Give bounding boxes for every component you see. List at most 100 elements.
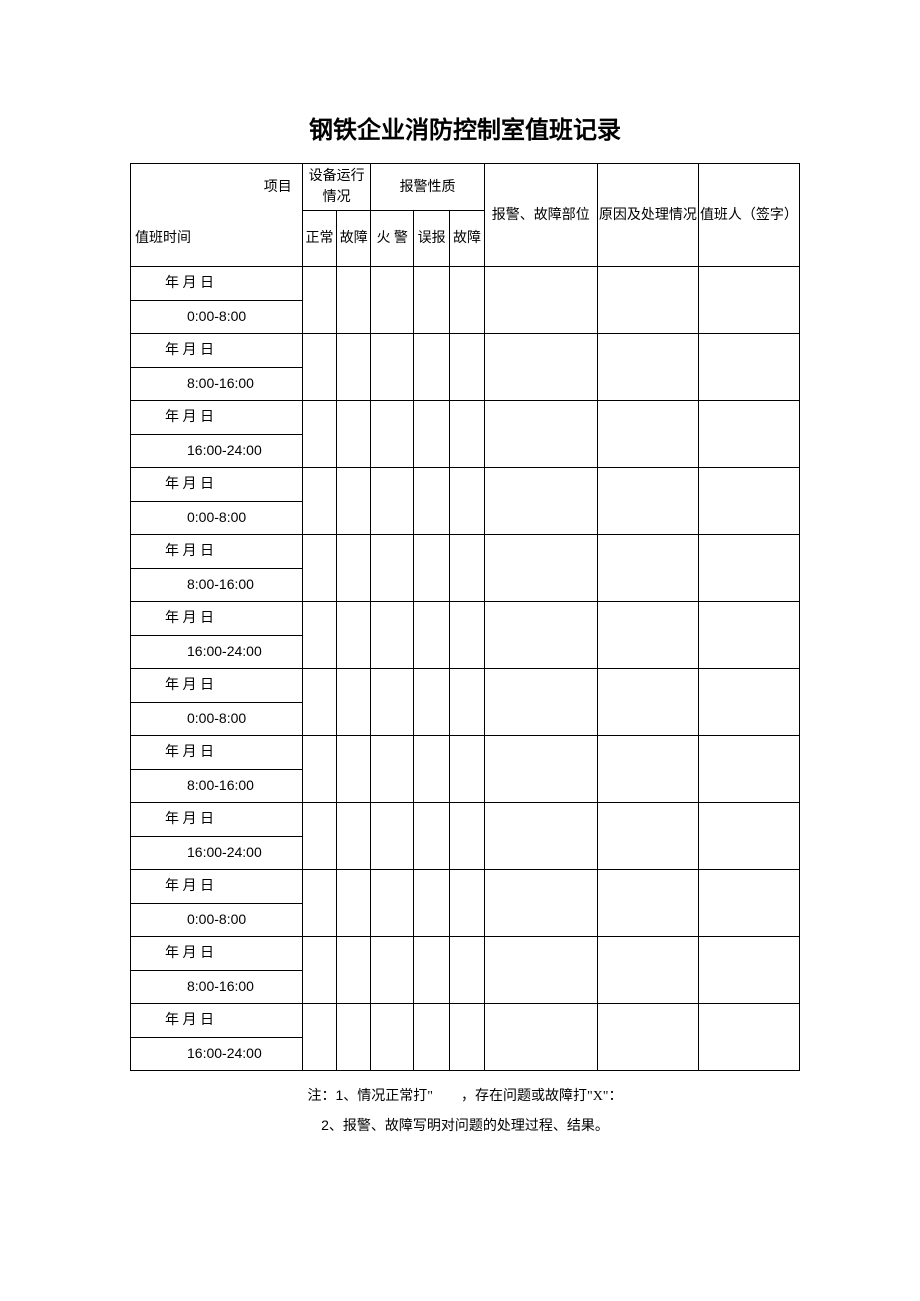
table-cell — [371, 602, 413, 669]
shift-time: 16:00-24:00 — [131, 434, 302, 467]
table-cell — [413, 334, 449, 401]
table-cell — [337, 468, 371, 535]
table-cell — [302, 535, 336, 602]
header-project: 项目 — [131, 164, 303, 211]
note-line2: 2、报警、故障写明对问题的处理过程、结果。 — [321, 1119, 609, 1134]
shift-date: 年 月 日 — [131, 267, 302, 300]
table-cell — [413, 736, 449, 803]
shift-time: 16:00-24:00 — [131, 1037, 302, 1070]
duty-log-table: 项目 设备运行情况 报警性质 报警、故障部位 原因及处理情况 值班人（签字） 值… — [130, 163, 800, 1071]
shift-time: 16:00-24:00 — [131, 836, 302, 869]
table-cell — [337, 736, 371, 803]
table-cell — [302, 736, 336, 803]
note-line1: 注：1、情况正常打" ，存在问题或故障打"X"： — [307, 1089, 622, 1104]
table-cell — [450, 1004, 484, 1071]
shift-date: 年 月 日 — [131, 334, 302, 367]
table-cell — [371, 803, 413, 870]
shift-cell: 年 月 日16:00-24:00 — [131, 401, 303, 468]
header-fault-location: 报警、故障部位 — [484, 164, 597, 267]
table-cell — [302, 602, 336, 669]
table-cell — [413, 870, 449, 937]
shift-time: 8:00-16:00 — [131, 970, 302, 1003]
shift-cell: 年 月 日0:00-8:00 — [131, 669, 303, 736]
table-cell — [371, 1004, 413, 1071]
table-cell — [450, 535, 484, 602]
table-cell — [302, 803, 336, 870]
table-cell — [450, 334, 484, 401]
shift-cell: 年 月 日8:00-16:00 — [131, 736, 303, 803]
table-cell — [698, 535, 799, 602]
shift-cell: 年 月 日16:00-24:00 — [131, 1004, 303, 1071]
table-cell — [337, 803, 371, 870]
table-cell — [302, 401, 336, 468]
table-cell — [698, 870, 799, 937]
table-cell — [413, 602, 449, 669]
table-cell — [698, 669, 799, 736]
table-cell — [413, 267, 449, 334]
table-cell — [484, 736, 597, 803]
table-cell — [302, 334, 336, 401]
page-title: 钢铁企业消防控制室值班记录 — [130, 110, 800, 145]
table-cell — [484, 535, 597, 602]
header-reason: 原因及处理情况 — [597, 164, 698, 267]
shift-date: 年 月 日 — [131, 535, 302, 568]
table-cell — [337, 267, 371, 334]
table-cell — [337, 937, 371, 1004]
table-cell — [450, 267, 484, 334]
header-signature: 值班人（签字） — [698, 164, 799, 267]
header-shift-time: 值班时间 — [131, 211, 303, 267]
table-cell — [698, 468, 799, 535]
table-cell — [597, 1004, 698, 1071]
header-alarm-type: 报警性质 — [371, 164, 484, 211]
table-cell — [597, 803, 698, 870]
shift-time: 8:00-16:00 — [131, 769, 302, 802]
table-cell — [484, 803, 597, 870]
table-cell — [371, 736, 413, 803]
shift-time: 0:00-8:00 — [131, 702, 302, 735]
header-fault: 故障 — [337, 211, 371, 267]
table-cell — [597, 736, 698, 803]
header-equipment: 设备运行情况 — [302, 164, 371, 211]
table-cell — [597, 468, 698, 535]
table-cell — [371, 669, 413, 736]
table-cell — [337, 602, 371, 669]
table-cell — [413, 535, 449, 602]
table-cell — [597, 602, 698, 669]
table-cell — [484, 468, 597, 535]
table-cell — [302, 870, 336, 937]
table-cell — [302, 267, 336, 334]
shift-cell: 年 月 日16:00-24:00 — [131, 602, 303, 669]
table-cell — [698, 267, 799, 334]
table-cell — [450, 736, 484, 803]
shift-date: 年 月 日 — [131, 602, 302, 635]
table-cell — [698, 334, 799, 401]
shift-time: 0:00-8:00 — [131, 300, 302, 333]
shift-date: 年 月 日 — [131, 803, 302, 836]
table-cell — [484, 334, 597, 401]
table-cell — [484, 1004, 597, 1071]
table-cell — [337, 870, 371, 937]
notes: 注：1、情况正常打" ，存在问题或故障打"X"： 2、报警、故障写明对问题的处理… — [130, 1081, 800, 1141]
table-cell — [484, 870, 597, 937]
table-cell — [337, 1004, 371, 1071]
table-cell — [484, 267, 597, 334]
header-false-alarm: 误报 — [413, 211, 449, 267]
shift-time: 16:00-24:00 — [131, 635, 302, 668]
shift-cell: 年 月 日8:00-16:00 — [131, 535, 303, 602]
shift-cell: 年 月 日0:00-8:00 — [131, 870, 303, 937]
table-cell — [698, 1004, 799, 1071]
shift-cell: 年 月 日8:00-16:00 — [131, 937, 303, 1004]
table-cell — [450, 803, 484, 870]
table-cell — [413, 401, 449, 468]
table-cell — [337, 669, 371, 736]
shift-cell: 年 月 日0:00-8:00 — [131, 267, 303, 334]
table-cell — [413, 937, 449, 1004]
table-cell — [484, 602, 597, 669]
table-cell — [371, 937, 413, 1004]
header-normal: 正常 — [302, 211, 336, 267]
shift-time: 0:00-8:00 — [131, 903, 302, 936]
table-cell — [597, 870, 698, 937]
shift-date: 年 月 日 — [131, 468, 302, 501]
shift-cell: 年 月 日16:00-24:00 — [131, 803, 303, 870]
table-cell — [337, 334, 371, 401]
